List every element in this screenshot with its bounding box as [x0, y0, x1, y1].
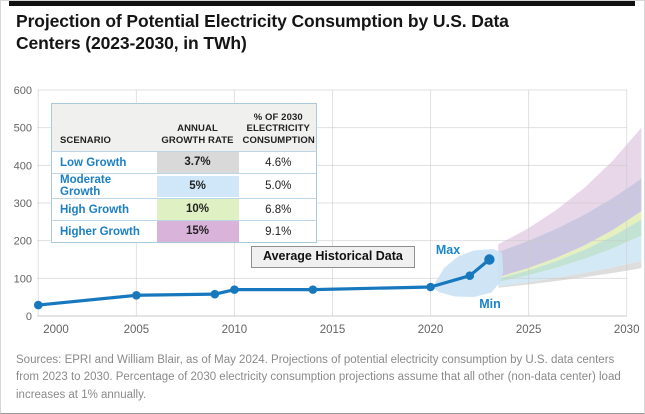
- header-growth-rate: ANNUAL GROWTH RATE: [154, 103, 241, 152]
- table-header-row: SCENARIO ANNUAL GROWTH RATE % OF 2030 EL…: [51, 103, 317, 152]
- table-row: Low Growth 3.7% 4.6%: [51, 151, 317, 174]
- y-tick-label: 0: [26, 311, 32, 323]
- y-tick-label: 200: [14, 236, 32, 248]
- share-2030-cell: 6.8%: [240, 198, 317, 221]
- projection-band-higher-growth-15pct: [498, 127, 642, 252]
- scenario-name: Low Growth: [51, 151, 155, 174]
- x-tick-label: 2025: [516, 324, 542, 336]
- scenario-name: High Growth: [51, 198, 155, 221]
- data-point-2014: [308, 285, 318, 294]
- x-tick-label: 2005: [124, 324, 150, 336]
- x-tick-label: 2010: [222, 324, 248, 336]
- max-annotation: Max: [436, 243, 460, 257]
- data-point-2010: [230, 285, 239, 294]
- growth-rate-cell: 3.7%: [154, 151, 241, 174]
- data-point-2000: [34, 300, 43, 310]
- projection-band-moderate-growth-5pct: [498, 235, 642, 287]
- growth-rate-cell: 15%: [154, 220, 241, 243]
- y-tick-label: 500: [14, 123, 32, 135]
- header-2030-share: % OF 2030 ELECTRICITY CONSUMPTION: [240, 103, 317, 152]
- share-2030-cell: 9.1%: [240, 220, 317, 243]
- growth-rate-cell: 10%: [154, 198, 241, 221]
- scenario-table: SCENARIO ANNUAL GROWTH RATE % OF 2030 EL…: [51, 103, 317, 243]
- top-accent-bar: [9, 1, 635, 6]
- average-historical-data-label: Average Historical Data: [251, 246, 415, 268]
- x-tick-label: 2030: [614, 324, 640, 336]
- y-tick-label: 400: [14, 160, 32, 172]
- data-point-2009: [210, 289, 220, 299]
- share-2030-cell: 4.6%: [240, 151, 317, 174]
- data-point-2005: [132, 290, 141, 300]
- share-2030-cell: 5.0%: [240, 173, 317, 199]
- data-point-2023: [484, 254, 495, 265]
- data-point-2020: [426, 282, 435, 292]
- growth-rate-cell: 5%: [154, 173, 241, 199]
- projection-band-high-moderate-overlap: [498, 219, 642, 283]
- sources-note: Sources: EPRI and William Blair, as of M…: [16, 354, 621, 401]
- y-tick-label: 600: [14, 85, 32, 97]
- table-row: Moderate Growth 5% 5.0%: [51, 173, 317, 199]
- chart-title: Projection of Potential Electricity Cons…: [16, 11, 509, 54]
- historical-line: [36, 257, 491, 307]
- scenario-table-body: Low Growth 3.7% 4.6% Moderate Growth 5% 5.0% H…: [51, 151, 317, 243]
- x-tick-label: 2000: [43, 324, 69, 336]
- projection-band-low-growth-3-7pct: [498, 261, 642, 288]
- min-annotation: Min: [479, 297, 501, 311]
- y-tick-label: 100: [14, 273, 32, 285]
- table-row: Higher Growth 15% 9.1%: [51, 220, 317, 243]
- scenario-name: Higher Growth: [51, 220, 155, 243]
- data-point-2022: [465, 271, 475, 280]
- x-tick-label: 2015: [320, 324, 346, 336]
- scenario-name: Moderate Growth: [51, 173, 155, 199]
- header-scenario: SCENARIO: [51, 103, 155, 152]
- y-tick-label: 300: [14, 198, 32, 210]
- x-tick-label: 2020: [418, 324, 444, 336]
- table-row: High Growth 10% 6.8%: [51, 198, 317, 221]
